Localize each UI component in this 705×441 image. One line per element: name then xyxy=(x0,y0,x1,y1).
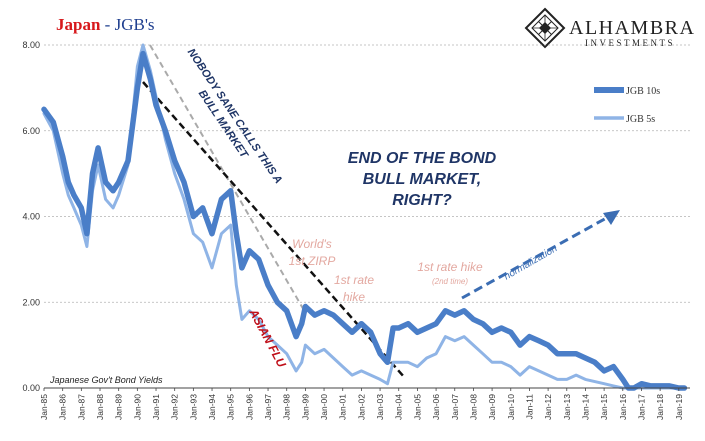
x-tick-label: Jan-91 xyxy=(151,394,161,420)
hike1-line2: hike xyxy=(343,290,365,304)
title-sep: - xyxy=(100,15,114,34)
axes: 0.00 2.00 4.00 6.00 8.00 Jan-85 Jan-86 Jan-87 Ja… xyxy=(22,40,690,420)
end-bull-line1: END OF THE BOND xyxy=(348,150,497,167)
normalization-arrow-head xyxy=(603,210,620,225)
x-tick-label: Jan-11 xyxy=(524,394,534,420)
x-tick-label: Jan-10 xyxy=(506,394,516,420)
normalization-label: normalization xyxy=(502,243,559,282)
logo-name: ALHAMBRA xyxy=(569,17,695,39)
y-tick-label: 8.00 xyxy=(22,40,40,50)
x-tick-label: Jan-99 xyxy=(300,394,310,420)
legend-label-jgb5: JGB 5s xyxy=(626,114,655,125)
y-tick-label: 6.00 xyxy=(22,126,40,136)
x-tick-label: Jan-85 xyxy=(39,394,49,420)
x-tick-label: Jan-14 xyxy=(580,394,590,420)
x-tick-label: Jan-04 xyxy=(394,394,404,420)
x-tick-label: Jan-03 xyxy=(375,394,385,420)
chart-title: Japan - JGB's xyxy=(56,15,155,34)
alhambra-logo: ALHAMBRA INVESTMENTS xyxy=(524,7,695,49)
annotation-lines xyxy=(142,44,620,379)
end-bull-line3: RIGHT? xyxy=(392,192,452,209)
annotation-hike2: 1st rate hike (2nd time) xyxy=(417,260,483,286)
x-tick-label: Jan-08 xyxy=(468,394,478,420)
end-bull-line2: BULL MARKET, xyxy=(363,171,482,188)
x-tick-label: Jan-97 xyxy=(263,394,273,420)
x-tick-label: Jan-86 xyxy=(58,394,68,420)
diamond-lattice-icon xyxy=(524,7,566,49)
x-tick-label: Jan-95 xyxy=(226,394,236,420)
y-tick-label: 0.00 xyxy=(22,383,40,393)
legend-label-jgb10: JGB 10s xyxy=(626,86,660,97)
x-tick-label: Jan-94 xyxy=(207,394,217,420)
zirp-line1: World's xyxy=(292,237,332,251)
y-tick-label: 2.00 xyxy=(22,297,40,307)
y-tick-label: 4.00 xyxy=(22,212,40,222)
x-tick-label: Jan-09 xyxy=(487,394,497,420)
x-tick-label: Jan-07 xyxy=(450,394,460,420)
x-tick-label: Jan-98 xyxy=(282,394,292,420)
logo-sub: INVESTMENTS xyxy=(585,38,675,48)
x-tick-label: Jan-89 xyxy=(114,394,124,420)
hike2-line1: 1st rate hike xyxy=(417,260,483,274)
x-tick-label: Jan-93 xyxy=(188,394,198,420)
hike2-line2: (2nd time) xyxy=(432,277,468,286)
hike1-line1: 1st rate xyxy=(334,273,374,287)
annotation-nobody-sane: NOBODY SANE CALLS THIS A BULL MARKET xyxy=(185,47,285,187)
series-line-jgb10 xyxy=(41,50,688,391)
source-note: Japanese Gov't Bond Yields xyxy=(49,375,163,385)
x-tick-label: Jan-02 xyxy=(356,394,366,420)
x-tick-label: Jan-00 xyxy=(319,394,329,420)
x-tick-label: Jan-19 xyxy=(674,394,684,420)
x-tick-label: Jan-15 xyxy=(599,394,609,420)
annotation-end-bull: END OF THE BOND BULL MARKET, RIGHT? xyxy=(348,150,497,209)
x-tick-label: Jan-16 xyxy=(618,394,628,420)
x-tick-label: Jan-92 xyxy=(170,394,180,420)
x-tick-label: Jan-88 xyxy=(95,394,105,420)
x-tick-label: Jan-96 xyxy=(244,394,254,420)
annotation-zirp: World's 1st ZIRP xyxy=(289,237,336,268)
x-tick-label: Jan-17 xyxy=(636,394,646,420)
x-tick-label: Jan-05 xyxy=(412,394,422,420)
x-tick-label: Jan-87 xyxy=(76,394,86,420)
x-tick-label: Jan-18 xyxy=(655,394,665,420)
asian-flu-label: ASIAN FLU xyxy=(246,306,289,370)
zirp-line2: 1st ZIRP xyxy=(289,254,336,268)
series-lines xyxy=(41,43,688,391)
nobody-line1: NOBODY SANE CALLS THIS A xyxy=(185,47,285,187)
x-tick-label: Jan-06 xyxy=(431,394,441,420)
title-main: Japan xyxy=(56,15,101,34)
x-tick-label: Jan-12 xyxy=(543,394,553,420)
x-tick-label: Jan-90 xyxy=(132,394,142,420)
legend: JGB 10s JGB 5s xyxy=(594,86,660,125)
normalization-arrow-line xyxy=(461,214,611,300)
x-tick-label: Jan-01 xyxy=(338,394,348,420)
annotation-hike1: 1st rate hike xyxy=(334,273,374,304)
x-tick-label: Jan-13 xyxy=(562,394,572,420)
title-sub: JGB's xyxy=(115,15,155,34)
trend-line-grey xyxy=(149,44,306,313)
